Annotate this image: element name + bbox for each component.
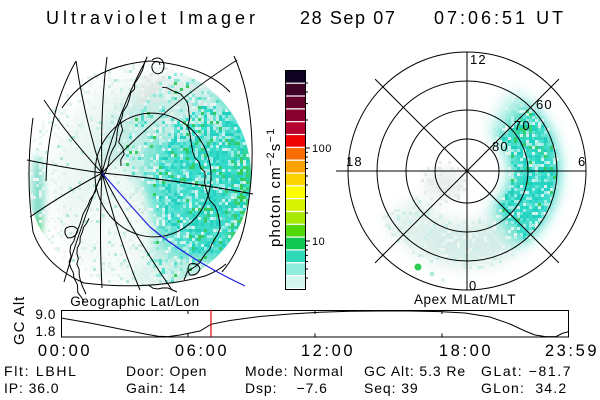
- svg-text:10: 10: [312, 236, 325, 248]
- svg-text:12:00: 12:00: [301, 342, 355, 360]
- svg-text:Mode: Normal: Mode: Normal: [245, 363, 344, 379]
- svg-text:Geographic Lat/Lon: Geographic Lat/Lon: [70, 294, 199, 309]
- svg-text:6: 6: [578, 154, 586, 169]
- svg-text:28 Sep 07: 28 Sep 07: [300, 8, 396, 28]
- svg-text:06:00: 06:00: [175, 342, 229, 360]
- svg-text:100: 100: [312, 143, 332, 155]
- svg-text:18: 18: [346, 154, 363, 169]
- svg-text:Apex MLat/MLT: Apex MLat/MLT: [414, 292, 516, 307]
- svg-text:Door: Open: Door: Open: [126, 363, 207, 379]
- svg-text:1.8: 1.8: [35, 324, 56, 339]
- svg-text:Gain: 14: Gain: 14: [126, 380, 186, 396]
- svg-text:9.0: 9.0: [35, 307, 56, 322]
- svg-text:0: 0: [469, 278, 477, 293]
- svg-text:80: 80: [492, 139, 509, 154]
- svg-text:GLon: 34.2: GLon: 34.2: [481, 380, 567, 396]
- svg-text:00:00: 00:00: [38, 342, 92, 360]
- svg-text:Ultraviolet Imager: Ultraviolet Imager: [46, 8, 259, 28]
- svg-text:70: 70: [514, 118, 531, 133]
- svg-text:GC Alt: GC Alt: [11, 296, 28, 345]
- svg-text:07:06:51 UT: 07:06:51 UT: [434, 8, 566, 28]
- svg-text:GLat: −81.7: GLat: −81.7: [481, 363, 572, 379]
- svg-text:18:00: 18:00: [439, 342, 493, 360]
- svg-text:GC Alt: 5.3 Re: GC Alt: 5.3 Re: [364, 363, 466, 379]
- svg-text:Dsp: −7.6: Dsp: −7.6: [245, 380, 328, 396]
- svg-text:60: 60: [536, 97, 553, 112]
- svg-text:23:59: 23:59: [545, 342, 599, 360]
- svg-text:Seq: 39: Seq: 39: [364, 380, 419, 396]
- svg-text:IP: 36.0: IP: 36.0: [4, 380, 59, 396]
- svg-text:12: 12: [470, 52, 487, 67]
- svg-text:Flt: LBHL: Flt: LBHL: [4, 363, 78, 379]
- svg-text:photon cm−2s−1: photon cm−2s−1: [265, 128, 284, 247]
